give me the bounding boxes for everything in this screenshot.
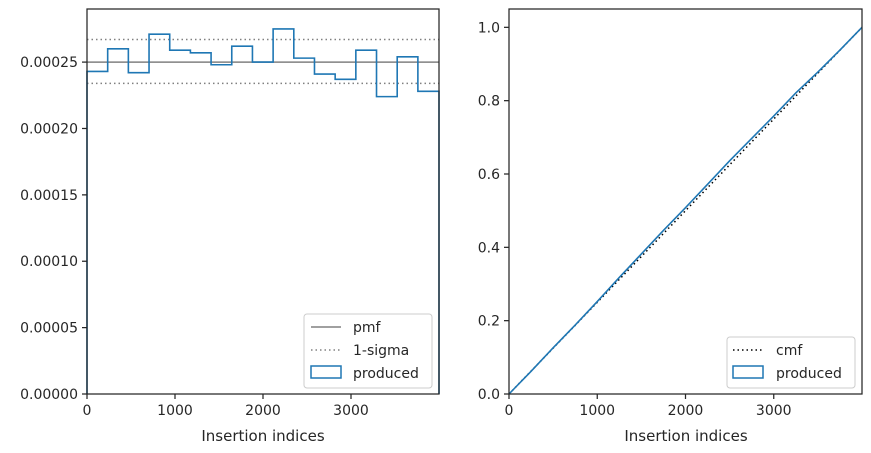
x-axis-label: Insertion indices	[201, 427, 324, 445]
x-tick-label: 0	[505, 403, 514, 419]
x-tick-label: 1000	[579, 403, 615, 419]
legend-produced-swatch	[732, 365, 764, 379]
y-tick-label: 0.2	[478, 314, 500, 330]
legend-produced-label: produced	[776, 366, 842, 382]
tick-layer: 0 1000 2000 3000 0.00000 0.00005 0.00010 0.0001…	[20, 55, 369, 419]
plot-area	[509, 9, 862, 394]
tick-layer: 0 1000 2000 3000 0.0 0.2 0.4 0.6 0.8 1.0	[478, 20, 792, 419]
x-tick-label: 2000	[668, 403, 704, 419]
y-tick-label: 0.8	[478, 94, 500, 110]
cmf-line	[508, 26, 863, 395]
y-tick-label: 0.00010	[20, 254, 78, 270]
y-tick-label: 0.0	[478, 387, 500, 403]
y-tick-label: 0.00015	[20, 188, 78, 204]
legend-sigma-label: 1-sigma	[353, 343, 409, 359]
legend-box	[303, 313, 433, 389]
legend-cmf-label: cmf	[776, 343, 803, 359]
x-tick-label: 2000	[245, 403, 281, 419]
legend-pmf-label: pmf	[353, 320, 382, 336]
y-tick-label: 0.00020	[20, 121, 78, 137]
legend: pmf 1-sigma produced	[303, 313, 433, 389]
x-tick-label: 0	[83, 403, 92, 419]
series-layer	[86, 28, 440, 394]
series-layer	[508, 26, 863, 395]
cmf-panel: 0 1000 2000 3000 0.0 0.2 0.4 0.6 0.8 1.0 Insertio…	[478, 8, 863, 445]
pmf-panel: 0 1000 2000 3000 0.00000 0.00005 0.00010 0.0001…	[20, 8, 440, 445]
legend-produced-label: produced	[353, 366, 419, 382]
x-tick-label: 3000	[333, 403, 369, 419]
y-tick-label: 1.0	[478, 20, 500, 36]
produced-histogram	[86, 28, 440, 394]
x-axis-label: Insertion indices	[624, 427, 747, 445]
produced-cdf-line	[508, 26, 863, 395]
legend-produced-swatch	[310, 365, 342, 379]
y-tick-label: 0.00005	[20, 321, 78, 337]
x-tick-label: 3000	[756, 403, 792, 419]
y-tick-label: 0.00000	[20, 387, 78, 403]
y-tick-label: 0.6	[478, 167, 500, 183]
legend: cmf produced	[726, 336, 856, 389]
y-tick-label: 0.4	[478, 240, 500, 256]
y-tick-label: 0.00025	[20, 55, 78, 71]
x-tick-label: 1000	[157, 403, 193, 419]
legend-box	[726, 336, 856, 389]
